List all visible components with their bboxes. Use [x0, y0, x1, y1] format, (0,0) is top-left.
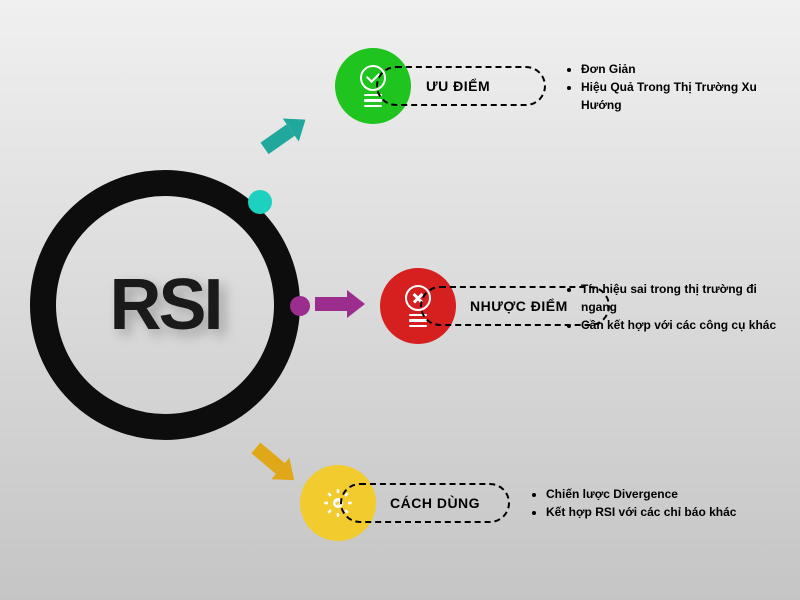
arrow-usage: [247, 437, 303, 491]
bullet-item: Hiệu Quả Trong Thị Trường Xu Hướng: [581, 78, 785, 114]
bullets-disadvantages: Tín hiệu sai trong thị trường đi ngang C…: [565, 280, 795, 334]
bullet-item: Chiến lược Divergence: [546, 485, 790, 503]
label-advantages: ƯU ĐIỂM: [376, 66, 546, 106]
connector-dot-purple: [290, 296, 310, 316]
connector-dot-cyan: [248, 190, 272, 214]
bullet-item: Cần kết hợp với các công cụ khác: [581, 316, 795, 334]
main-title: RSI: [109, 264, 220, 346]
bullets-advantages: Đơn Giản Hiệu Quả Trong Thị Trường Xu Hư…: [565, 60, 785, 114]
arrow-advantages: [256, 108, 313, 160]
label-usage: CÁCH DÙNG: [340, 483, 510, 523]
arrow-disadvantages: [315, 290, 365, 318]
bullets-usage: Chiến lược Divergence Kết hợp RSI với cá…: [530, 485, 790, 521]
bullet-item: Đơn Giản: [581, 60, 785, 78]
bullet-item: Tín hiệu sai trong thị trường đi ngang: [581, 280, 795, 316]
bullet-item: Kết hợp RSI với các chỉ báo khác: [546, 503, 790, 521]
